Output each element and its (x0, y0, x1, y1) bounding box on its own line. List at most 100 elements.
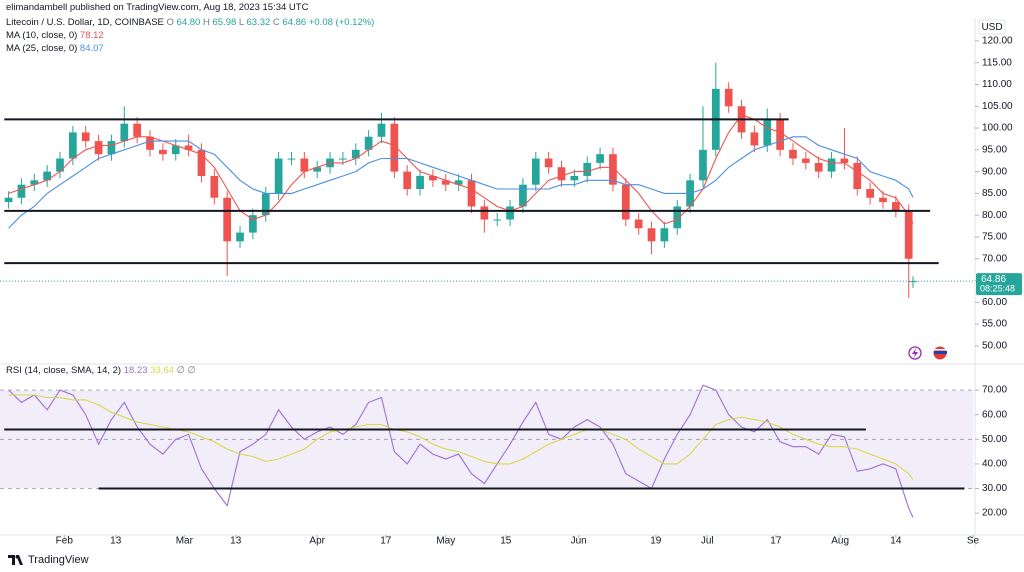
x-tick-label: Feb (56, 536, 74, 547)
x-tick-label: 15 (500, 536, 512, 547)
candle-body (56, 158, 64, 172)
candle-body (891, 202, 900, 211)
candle-body (454, 180, 463, 185)
candle-body (313, 167, 322, 172)
candle-body (120, 123, 129, 142)
legend-value: 33.64 (150, 365, 174, 376)
y-tick-label: 60.00 (982, 297, 1007, 308)
x-tick-label: 17 (380, 536, 392, 547)
candle-body (159, 149, 167, 155)
y-tick-label: 115.00 (982, 57, 1012, 68)
candle-body (609, 154, 617, 185)
candle-body (223, 197, 232, 242)
y-tick-label: 70.00 (982, 385, 1007, 396)
ohlc-label: C (272, 17, 280, 28)
symbol: Litecoin / U.S. Dollar, 1D, COINBASE (6, 17, 164, 28)
x-tick-label: 19 (650, 536, 662, 547)
ohlc-value: 64.86 (282, 17, 307, 28)
y-tick-label: 85.00 (982, 188, 1007, 199)
candle-body (660, 228, 669, 242)
candle-body (364, 136, 373, 150)
candle-body (300, 158, 309, 172)
candle-body (840, 158, 849, 163)
candle-body (274, 158, 283, 194)
legend-name: MA (25, close, 0) (6, 43, 78, 54)
candle-body (416, 175, 424, 190)
candle-body (763, 119, 772, 146)
y-tick-label: 55.00 (982, 319, 1007, 330)
candle-body (596, 154, 604, 163)
symbol-legend: Litecoin / U.S. Dollar, 1D, COINBASE O 6… (6, 17, 374, 28)
x-tick-label: 17 (770, 536, 782, 547)
x-tick-label: Jul (701, 536, 714, 547)
icon-lightning (908, 346, 922, 360)
candle-body (133, 123, 142, 137)
rsi-legend: RSI (14, close, SMA, 14, 2) 18.23 33.64 … (6, 365, 196, 376)
countdown-label: 08:25:48 (980, 284, 1015, 294)
ohlc-label: H (202, 17, 210, 28)
candle-body (544, 158, 553, 168)
candle-body (171, 145, 180, 155)
currency: USD (981, 22, 1002, 33)
candle-body (904, 210, 913, 259)
ma25-legend: MA (25, close, 0) 84.07 (6, 43, 104, 54)
x-tick-label: Mar (176, 536, 194, 547)
candle-body (236, 232, 244, 242)
candle-body (814, 162, 823, 172)
x-tick-label: Se (967, 536, 980, 547)
currency-box (978, 19, 1006, 35)
candle-body (249, 215, 257, 233)
candle-body (827, 158, 836, 172)
candle-body (673, 206, 682, 229)
ma10-legend: MA (10, close, 0) 78.12 (6, 30, 104, 41)
candle-body (441, 180, 450, 185)
y-tick-label: 30.00 (982, 483, 1007, 494)
legend-value: 18.23 (123, 365, 148, 376)
candle-body (750, 132, 759, 146)
last-price-box (976, 273, 1022, 296)
candle-body (506, 206, 514, 220)
candle-body (531, 158, 540, 185)
candle-body (801, 158, 810, 163)
candle-body (184, 145, 193, 150)
y-tick-label: 50.00 (982, 434, 1007, 445)
candle-body (429, 175, 437, 181)
legend-name: MA (10, close, 0) (6, 30, 78, 41)
publisher: elimandambell published on TradingView.c… (6, 2, 309, 13)
candle-body (30, 180, 39, 185)
candle-body (853, 162, 862, 190)
candle-body (94, 141, 103, 155)
candle-body (403, 171, 412, 190)
x-tick-label: May (436, 536, 455, 547)
candle-body (480, 206, 489, 220)
x-tick-label: Apr (309, 536, 325, 547)
icon-flag (933, 346, 947, 360)
x-tick-label: 14 (890, 536, 902, 547)
candle-body (583, 162, 592, 176)
ohlc-label: L (238, 17, 244, 28)
ohlc: O 64.80 H 65.98 L 63.32 C 64.86 (167, 17, 309, 28)
candle-body (519, 184, 527, 207)
y-tick-label: 80.00 (982, 210, 1007, 221)
candle-body (634, 219, 643, 229)
candle-body (390, 123, 399, 172)
candle-body (81, 132, 90, 142)
ohlc-label: O (166, 17, 174, 28)
y-tick-label: 60.00 (982, 409, 1007, 420)
candle-body (467, 180, 476, 207)
y-tick-label: 120.00 (982, 36, 1013, 47)
candle-body (146, 136, 154, 150)
candle-body (570, 175, 579, 181)
series-line (8, 394, 914, 480)
candle-body (621, 184, 630, 220)
candle-body (287, 158, 296, 160)
ohlc-value: 65.98 (212, 17, 237, 28)
candle-body (724, 88, 733, 107)
legend-value: 78.12 (79, 30, 104, 41)
candle-body (339, 158, 347, 160)
candle-body (69, 132, 77, 159)
candle-body (261, 193, 270, 216)
legend-extra: ∅ ∅ (176, 365, 196, 376)
